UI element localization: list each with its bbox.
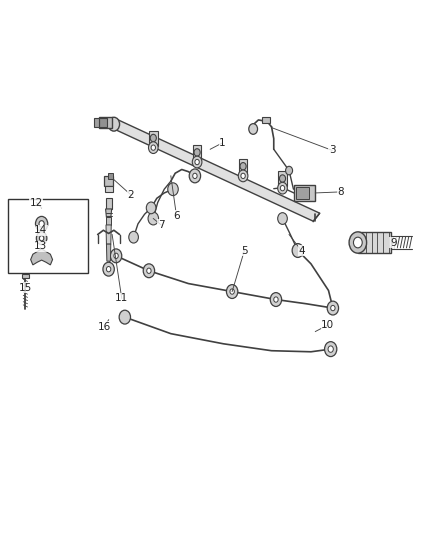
FancyBboxPatch shape — [8, 199, 88, 273]
Bar — [149, 131, 158, 146]
Bar — [106, 217, 111, 225]
Text: 11: 11 — [115, 294, 128, 303]
Text: 5: 5 — [241, 246, 248, 255]
Text: 15: 15 — [19, 283, 32, 293]
Circle shape — [189, 169, 201, 183]
Circle shape — [114, 253, 118, 259]
Bar — [105, 186, 113, 192]
Bar — [99, 118, 107, 127]
Circle shape — [292, 244, 304, 257]
Polygon shape — [31, 249, 53, 265]
Circle shape — [328, 346, 333, 352]
Text: 9: 9 — [390, 238, 397, 247]
Circle shape — [35, 216, 48, 231]
Bar — [294, 185, 315, 201]
Text: 1: 1 — [219, 138, 226, 148]
Text: 6: 6 — [173, 211, 180, 221]
Circle shape — [148, 212, 159, 225]
Circle shape — [151, 145, 155, 150]
Bar — [104, 176, 113, 186]
Circle shape — [327, 301, 339, 315]
Text: 3: 3 — [328, 146, 336, 155]
Circle shape — [279, 175, 286, 182]
Text: 10: 10 — [321, 320, 334, 330]
Circle shape — [270, 293, 282, 306]
Circle shape — [168, 183, 178, 196]
Circle shape — [36, 232, 47, 245]
Circle shape — [143, 264, 155, 278]
Circle shape — [150, 134, 156, 142]
Circle shape — [278, 213, 287, 224]
Text: 16: 16 — [98, 322, 111, 332]
Polygon shape — [112, 120, 320, 221]
Bar — [239, 159, 247, 174]
Text: 12: 12 — [30, 198, 43, 207]
Circle shape — [106, 266, 111, 272]
Bar — [108, 173, 113, 179]
Bar — [262, 117, 270, 123]
Bar — [99, 117, 112, 128]
Text: 8: 8 — [337, 187, 344, 197]
Bar — [296, 187, 309, 199]
Circle shape — [194, 149, 200, 156]
Circle shape — [226, 285, 238, 298]
Circle shape — [195, 159, 199, 165]
Circle shape — [103, 262, 114, 276]
Bar — [106, 198, 112, 209]
Circle shape — [108, 117, 120, 131]
Circle shape — [280, 185, 285, 191]
Circle shape — [241, 173, 245, 179]
Circle shape — [325, 342, 337, 357]
Circle shape — [110, 249, 122, 263]
Circle shape — [349, 232, 367, 253]
Polygon shape — [106, 209, 112, 217]
Circle shape — [353, 237, 362, 248]
Circle shape — [331, 305, 335, 311]
Circle shape — [39, 236, 44, 241]
Bar — [193, 145, 201, 160]
Circle shape — [119, 310, 131, 324]
Circle shape — [278, 182, 287, 194]
Circle shape — [286, 166, 293, 175]
Circle shape — [192, 156, 202, 168]
Circle shape — [148, 142, 158, 154]
Bar — [278, 171, 287, 186]
Circle shape — [147, 268, 151, 273]
Circle shape — [238, 170, 248, 182]
Circle shape — [240, 163, 246, 170]
Text: 13: 13 — [34, 241, 47, 251]
Circle shape — [249, 124, 258, 134]
Circle shape — [39, 221, 44, 227]
Circle shape — [230, 289, 234, 294]
Text: 14: 14 — [34, 225, 47, 235]
Text: 2: 2 — [127, 190, 134, 199]
Circle shape — [193, 173, 197, 179]
Bar — [94, 118, 99, 127]
Bar — [358, 232, 391, 253]
Circle shape — [274, 297, 278, 302]
Circle shape — [129, 231, 138, 243]
Polygon shape — [106, 225, 111, 244]
Polygon shape — [106, 244, 111, 261]
Text: 4: 4 — [298, 246, 305, 255]
Text: 7: 7 — [158, 220, 165, 230]
Circle shape — [146, 202, 156, 214]
Bar — [22, 274, 29, 278]
